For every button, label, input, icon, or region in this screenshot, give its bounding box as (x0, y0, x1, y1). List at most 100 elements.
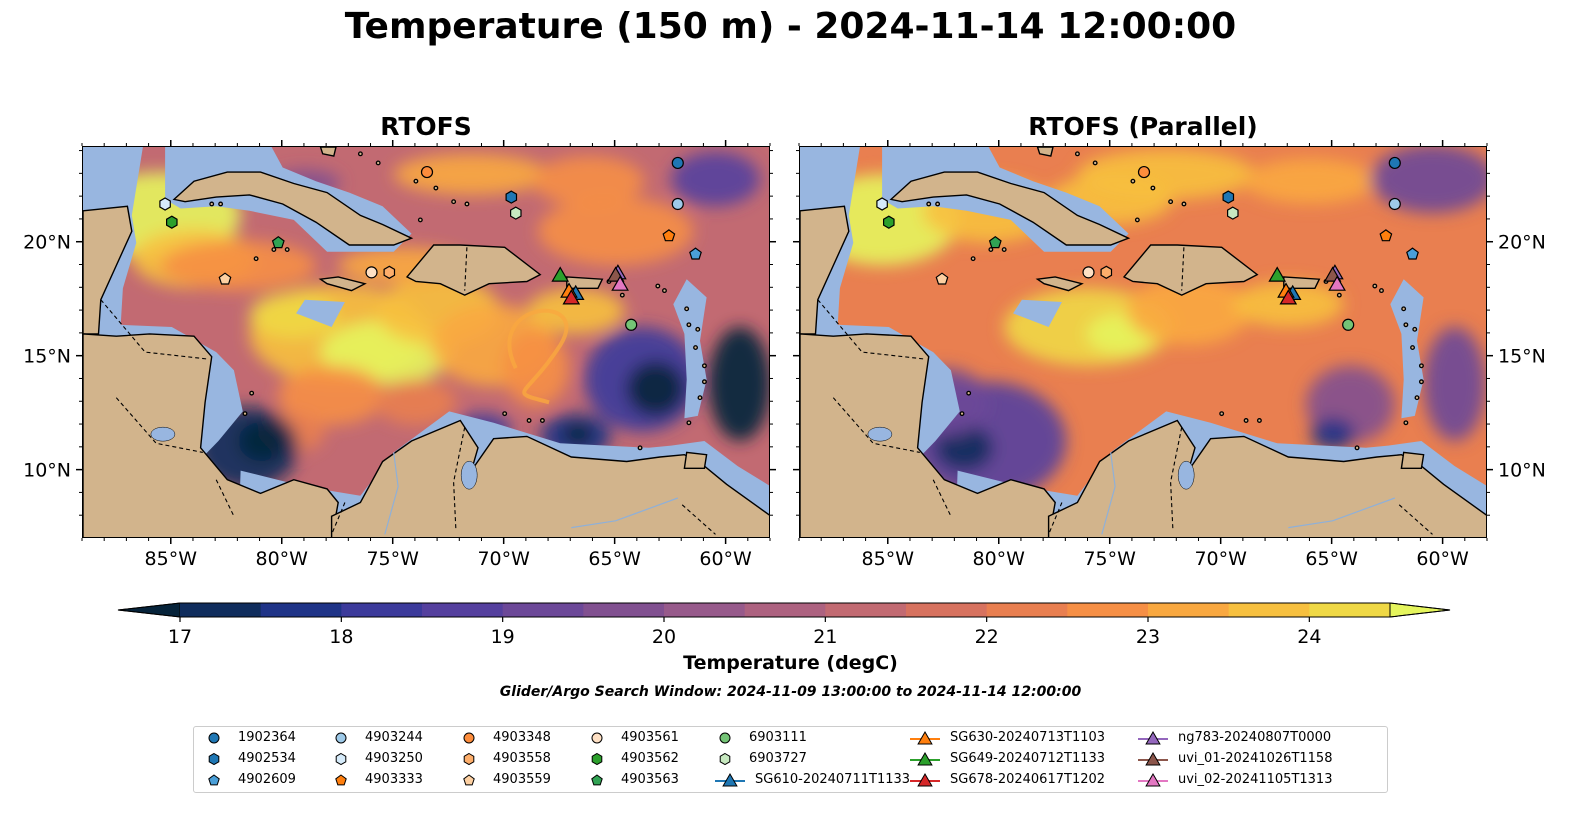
colorbar-tick-label: 24 (1297, 626, 1321, 648)
lon-tick-label: 70°W (1194, 548, 1247, 570)
shelf-area (673, 279, 707, 419)
legend-label: 4903244 (365, 730, 423, 745)
marker-4903250[interactable] (159, 197, 171, 211)
temperature-anomaly (1423, 327, 1486, 441)
land-andros (1036, 147, 1054, 157)
marker-4902609[interactable] (1406, 247, 1419, 260)
lon-tick-label: 75°W (1083, 548, 1136, 570)
marker-6903727[interactable] (510, 206, 522, 220)
legend-symbol-icon (463, 774, 475, 786)
small-island (218, 201, 224, 207)
temperature-anomaly (671, 151, 760, 207)
marker-4903558[interactable] (383, 265, 396, 279)
temperature-anomaly (278, 365, 385, 426)
legend-label: uvi_02-20241105T1313 (1178, 772, 1333, 787)
legend-label: 4903250 (365, 751, 423, 766)
small-island (433, 185, 439, 191)
country-border (1170, 427, 1183, 530)
colorbar-bin (422, 603, 504, 617)
river (1101, 452, 1116, 535)
small-island (1372, 283, 1378, 289)
marker-SG649-20240712T1133[interactable] (1268, 266, 1287, 282)
small-island (357, 151, 363, 157)
lake-maracaibo (460, 460, 478, 490)
temperature-anomaly (1310, 418, 1355, 451)
legend-symbol-icon (335, 752, 347, 766)
temperature-anomaly (526, 288, 625, 334)
temperature-anomaly (708, 327, 769, 441)
colorbar-bin (341, 603, 423, 617)
temperature-anomaly (1126, 276, 1251, 346)
panel-title-rtofs-parallel: RTOFS (Parallel) (1028, 112, 1258, 141)
small-island (271, 247, 277, 253)
marker-4903333[interactable] (1379, 229, 1393, 242)
temperature-anomaly (238, 420, 288, 462)
small-island (686, 322, 692, 328)
marker-1902364[interactable] (1388, 156, 1401, 170)
lat-tick-label: 10°N (1498, 460, 1546, 482)
country-border (100, 299, 208, 360)
country-border (1048, 502, 1063, 535)
small-island (988, 247, 994, 253)
land-jamaica (1035, 276, 1084, 292)
marker-6903111[interactable] (1342, 318, 1355, 331)
marker-SG678-20240617T1202[interactable] (1279, 289, 1298, 305)
legend-label: 6903111 (749, 730, 807, 745)
legend-label: 1902364 (238, 730, 296, 745)
lake-maracaibo (1177, 460, 1195, 490)
small-island (526, 418, 532, 423)
legend-symbol-icon (1138, 730, 1168, 745)
marker-4903561[interactable] (1082, 266, 1095, 279)
small-island (375, 160, 381, 166)
marker-4902534[interactable] (505, 190, 518, 204)
small-island (701, 379, 707, 385)
marker-4903563[interactable] (271, 235, 285, 249)
lat-tick-label: 20°N (1498, 232, 1546, 254)
small-island (1403, 322, 1409, 328)
small-island (662, 288, 667, 294)
marker-uvi_02-20241105T1313[interactable] (1328, 275, 1346, 291)
marker-4903333[interactable] (662, 229, 676, 242)
marker-4903559[interactable] (218, 272, 232, 285)
marker-4902609[interactable] (689, 247, 702, 260)
country-border (464, 247, 468, 291)
small-island (1168, 199, 1174, 205)
marker-4903561[interactable] (365, 266, 378, 279)
lat-tick-label: 15°N (23, 346, 71, 368)
marker-SG678-20240617T1202[interactable] (562, 289, 581, 305)
legend-symbol-icon (719, 752, 731, 766)
marker-1902364[interactable] (671, 156, 684, 170)
marker-4903250[interactable] (876, 197, 888, 211)
marker-4903558[interactable] (1100, 265, 1113, 279)
river (571, 497, 679, 529)
temperature-anomaly (502, 329, 570, 407)
lake-nicaragua (867, 426, 893, 442)
map-rtofs[interactable] (82, 146, 770, 538)
marker-uvi_02-20241105T1313[interactable] (611, 275, 629, 291)
marker-4903563[interactable] (988, 235, 1002, 249)
shelf-area (1013, 299, 1062, 327)
marker-4903348[interactable] (1137, 165, 1151, 179)
small-island (1418, 379, 1424, 385)
marker-6903727[interactable] (1227, 206, 1239, 220)
panel-title-rtofs: RTOFS (380, 112, 472, 141)
map-rtofs-parallel[interactable] (799, 146, 1487, 538)
colorbar-bin (1309, 603, 1391, 617)
marker-SG649-20240712T1133[interactable] (551, 266, 570, 282)
colorbar-bin (1067, 603, 1149, 617)
marker-4902534[interactable] (1222, 190, 1235, 204)
marker-4903244[interactable] (1388, 197, 1401, 211)
marker-4903562[interactable] (165, 215, 178, 229)
marker-4903562[interactable] (882, 215, 895, 229)
river (384, 452, 399, 535)
marker-6903111[interactable] (625, 318, 638, 331)
small-island (637, 445, 643, 451)
country-border (817, 299, 925, 360)
marker-4903348[interactable] (420, 165, 434, 179)
country-border (681, 504, 716, 535)
marker-4903559[interactable] (935, 272, 949, 285)
lon-tick-label: 80°W (256, 548, 309, 570)
marker-4903244[interactable] (671, 197, 684, 211)
shelf-area (1390, 279, 1424, 419)
